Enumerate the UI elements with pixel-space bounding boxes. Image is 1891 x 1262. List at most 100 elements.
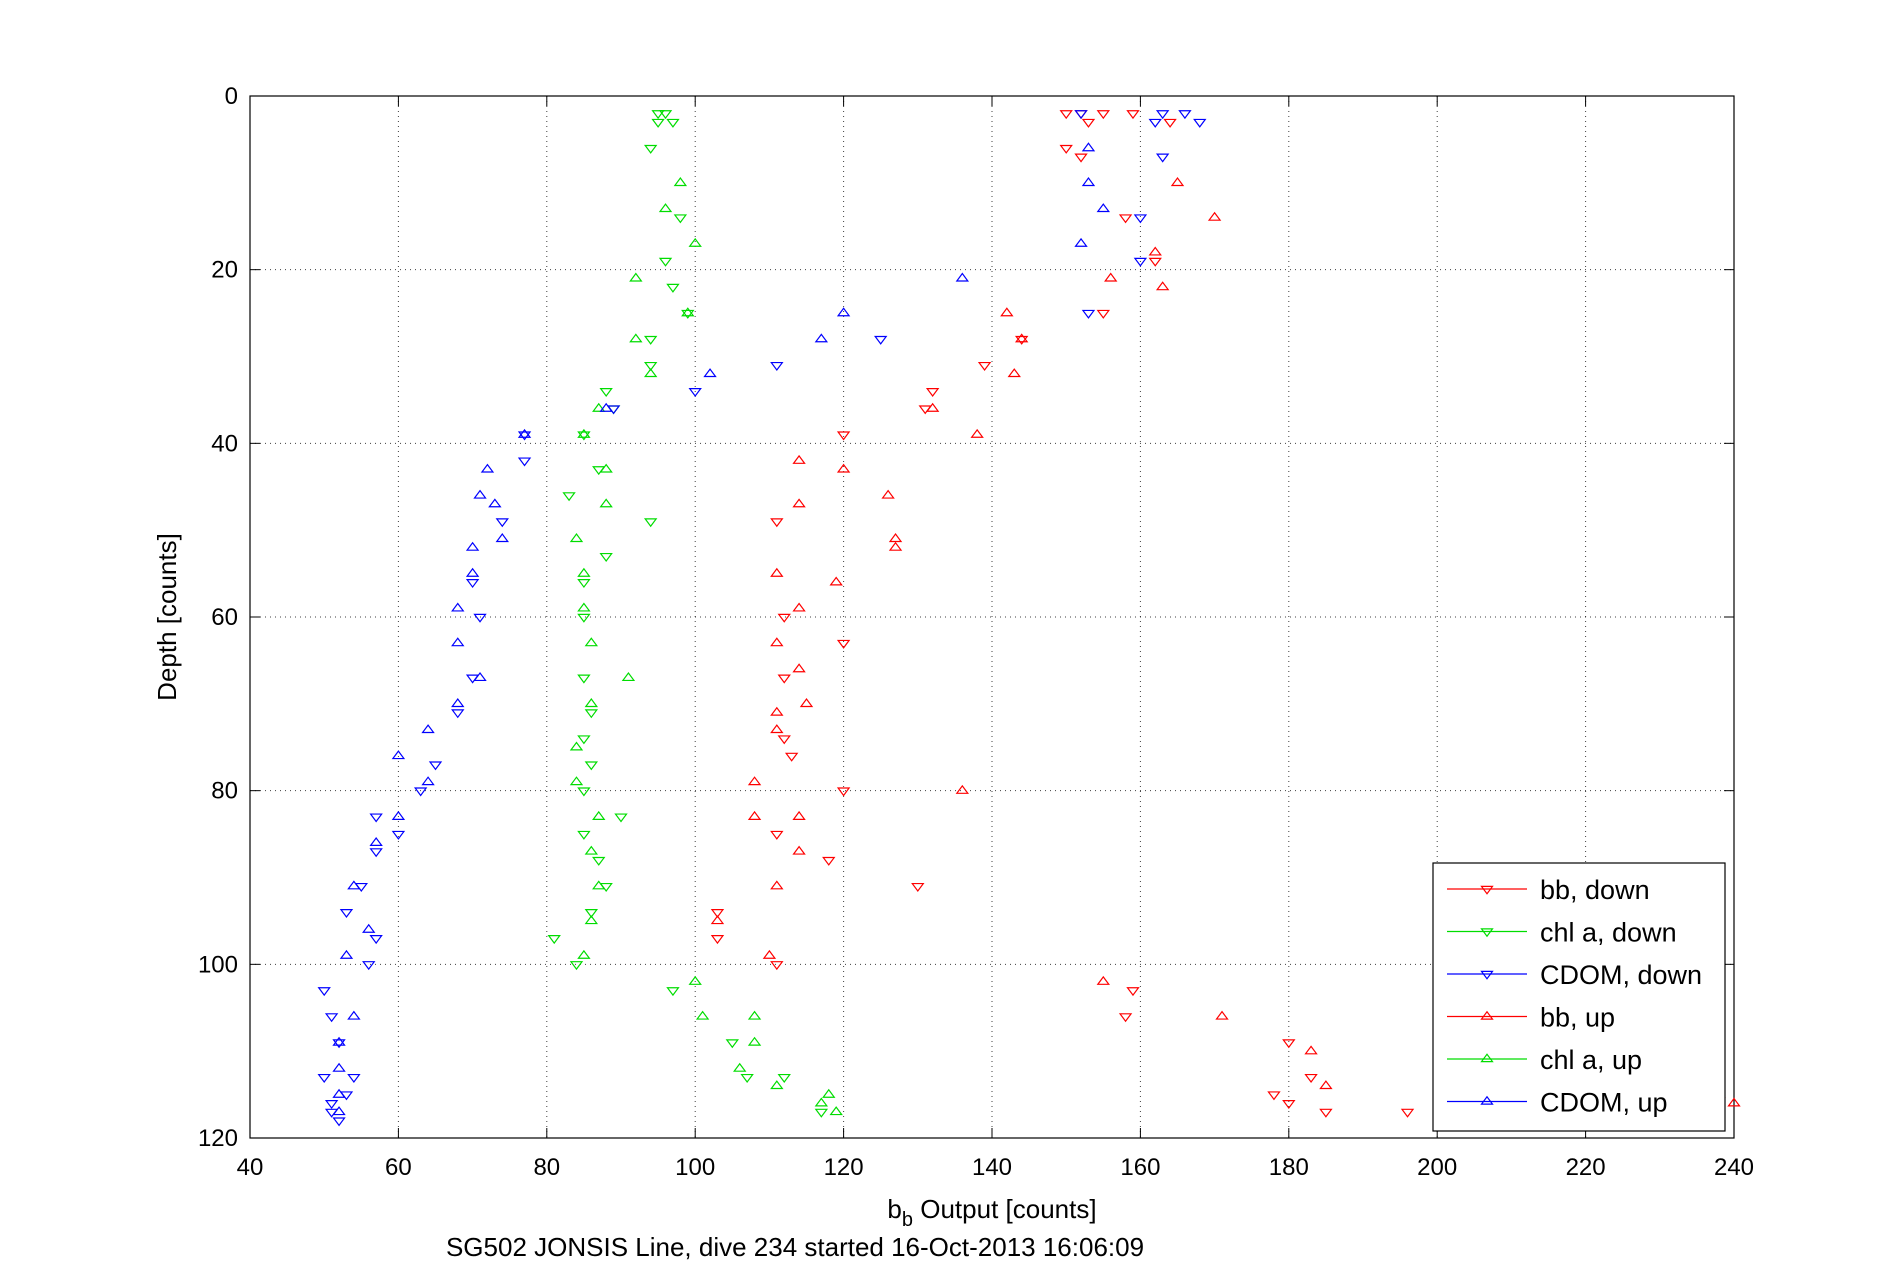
data-point bbox=[836, 787, 851, 797]
data-point bbox=[369, 848, 383, 858]
data-point bbox=[324, 1100, 339, 1110]
data-point bbox=[1014, 335, 1029, 345]
data-point bbox=[1148, 246, 1162, 256]
data-point bbox=[777, 1073, 791, 1084]
data-point bbox=[770, 518, 784, 528]
data-point bbox=[643, 368, 658, 378]
data-point bbox=[465, 567, 480, 577]
data-point bbox=[1319, 1108, 1333, 1118]
legend-item: chl a, up bbox=[1447, 1045, 1642, 1075]
legend-marker bbox=[1480, 885, 1494, 895]
data-point bbox=[347, 1073, 361, 1084]
grid-lines bbox=[250, 96, 1734, 1138]
data-point bbox=[495, 533, 509, 543]
data-point bbox=[1074, 153, 1088, 163]
x-tick-label: 120 bbox=[824, 1154, 864, 1181]
data-point bbox=[814, 333, 829, 343]
data-point bbox=[317, 1073, 331, 1084]
data-point bbox=[584, 845, 599, 855]
data-point bbox=[762, 949, 777, 959]
data-point bbox=[577, 613, 591, 623]
data-point bbox=[836, 431, 851, 441]
data-point bbox=[822, 856, 836, 866]
data-point bbox=[792, 498, 806, 508]
series-1 bbox=[547, 110, 829, 1118]
data-point bbox=[629, 333, 643, 343]
data-point bbox=[1133, 214, 1148, 224]
data-point bbox=[814, 1097, 829, 1107]
data-point bbox=[324, 1108, 339, 1118]
data-point bbox=[1096, 203, 1110, 213]
data-point bbox=[1126, 987, 1140, 997]
legend-marker bbox=[1480, 928, 1494, 938]
data-point bbox=[577, 602, 591, 612]
data-point bbox=[354, 882, 368, 892]
data-point bbox=[770, 830, 784, 840]
data-point bbox=[688, 975, 702, 985]
y-tick-label: 80 bbox=[211, 778, 238, 805]
data-point bbox=[955, 784, 970, 794]
data-point bbox=[451, 698, 465, 708]
data-point bbox=[829, 576, 843, 586]
data-point bbox=[391, 830, 406, 840]
data-point bbox=[413, 787, 428, 797]
data-point bbox=[569, 533, 584, 543]
data-point bbox=[977, 361, 992, 371]
data-point bbox=[473, 489, 487, 499]
data-point bbox=[643, 335, 658, 345]
data-point bbox=[347, 1010, 361, 1020]
data-point bbox=[770, 1080, 784, 1090]
data-point bbox=[740, 1073, 754, 1084]
data-point bbox=[658, 257, 673, 267]
data-point bbox=[777, 613, 791, 623]
x-tick-label: 160 bbox=[1120, 1154, 1160, 1181]
data-point bbox=[451, 602, 465, 612]
legend-label: bb, down bbox=[1540, 875, 1650, 905]
data-point bbox=[911, 882, 925, 892]
data-point bbox=[1207, 211, 1222, 221]
data-point bbox=[517, 428, 532, 438]
data-point bbox=[1081, 309, 1096, 319]
x-axis-label-subscript: b bbox=[902, 1209, 913, 1231]
data-point bbox=[1133, 257, 1148, 267]
data-point bbox=[799, 698, 814, 708]
data-point bbox=[451, 709, 465, 719]
legend-label: CDOM, up bbox=[1540, 1088, 1668, 1118]
data-point bbox=[421, 776, 435, 786]
y-tick-label: 40 bbox=[211, 430, 238, 457]
data-point bbox=[569, 961, 584, 971]
data-point bbox=[317, 987, 331, 997]
data-point bbox=[747, 776, 762, 786]
data-point bbox=[584, 637, 599, 647]
data-point bbox=[792, 663, 806, 673]
data-point bbox=[1104, 272, 1118, 282]
data-point bbox=[710, 935, 725, 945]
data-point bbox=[1074, 110, 1088, 120]
data-point bbox=[339, 1091, 354, 1101]
legend-item: CDOM, down bbox=[1447, 960, 1702, 990]
data-point bbox=[577, 674, 591, 684]
data-point bbox=[673, 214, 688, 224]
data-point bbox=[599, 388, 613, 398]
x-tick-label: 60 bbox=[385, 1154, 412, 1181]
data-point bbox=[829, 1106, 843, 1116]
series-3 bbox=[710, 177, 1741, 1107]
data-point bbox=[599, 498, 613, 508]
data-points bbox=[317, 110, 1741, 1127]
data-point bbox=[465, 579, 480, 589]
data-point bbox=[1400, 1108, 1415, 1118]
data-point bbox=[391, 750, 406, 760]
data-point bbox=[792, 810, 806, 820]
series-2 bbox=[317, 110, 1207, 1127]
data-point bbox=[473, 613, 487, 623]
data-point bbox=[658, 203, 673, 213]
x-tick-label: 80 bbox=[533, 1154, 560, 1181]
legend-item: chl a, down bbox=[1447, 918, 1677, 948]
legend-items: bb, down chl a, down CDOM, down bb, up chl a… bbox=[1447, 875, 1702, 1118]
data-point bbox=[725, 1039, 739, 1049]
data-point bbox=[614, 813, 628, 823]
data-point bbox=[777, 735, 791, 745]
data-point bbox=[569, 741, 584, 751]
data-point bbox=[369, 813, 383, 823]
data-point bbox=[1000, 307, 1014, 317]
